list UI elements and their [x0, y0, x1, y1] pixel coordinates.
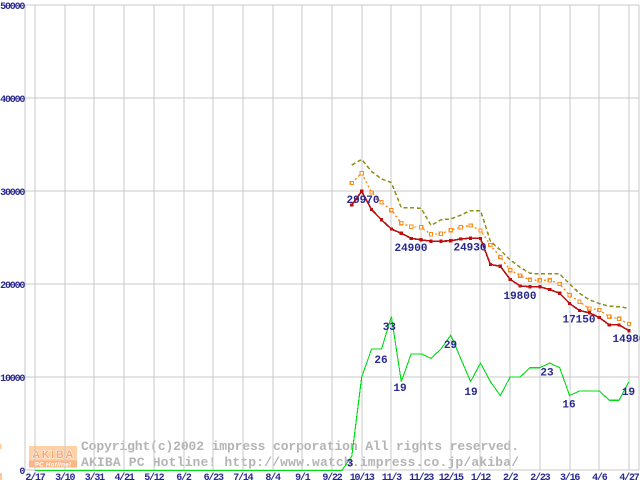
svg-text:3/10: 3/10	[55, 472, 75, 480]
svg-text:2/17: 2/17	[25, 472, 45, 480]
svg-text:2/2: 2/2	[503, 472, 519, 480]
svg-text:1/12: 1/12	[471, 472, 491, 480]
svg-text:7/14: 7/14	[233, 472, 253, 480]
svg-text:20000: 20000	[0, 281, 25, 292]
svg-text:12/15: 12/15	[439, 472, 464, 480]
svg-text:4/21: 4/21	[114, 472, 134, 480]
svg-text:26: 26	[374, 355, 387, 367]
svg-text:8/4: 8/4	[265, 472, 281, 480]
svg-text:16: 16	[562, 400, 575, 412]
svg-text:11/3: 11/3	[382, 472, 402, 480]
svg-text:4/27: 4/27	[619, 472, 639, 480]
svg-text:9/22: 9/22	[322, 472, 342, 480]
svg-text:19: 19	[393, 383, 406, 395]
svg-text:6/2: 6/2	[176, 472, 192, 480]
svg-text:0: 0	[19, 467, 25, 478]
svg-text:AKIBA PC Hotline! http://www.: AKIBA PC Hotline! http://www.watch.impre…	[82, 456, 520, 471]
svg-text:Copyright(c)2002 impress corpo: Copyright(c)2002 impress corporation All…	[81, 439, 519, 454]
svg-text:50000: 50000	[0, 2, 25, 13]
svg-text:Copyright(c)2002 impress corpo: Copyright(c)2002 impress corporation All…	[82, 440, 520, 455]
svg-text:19: 19	[464, 387, 477, 399]
svg-text:24900: 24900	[394, 243, 427, 255]
svg-text:PC Hotline!: PC Hotline!	[35, 461, 72, 468]
svg-text:6/23: 6/23	[204, 472, 224, 480]
svg-text:5/12: 5/12	[144, 472, 164, 480]
svg-text:10/13: 10/13	[350, 472, 375, 480]
svg-text:2/23: 2/23	[530, 472, 550, 480]
svg-text:30000: 30000	[0, 188, 25, 199]
svg-text:14980: 14980	[613, 334, 640, 346]
svg-text:23: 23	[540, 368, 554, 380]
svg-text:19: 19	[622, 387, 635, 399]
svg-text:40000: 40000	[0, 95, 25, 106]
svg-text:3: 3	[347, 459, 354, 471]
svg-text:4/6: 4/6	[592, 472, 608, 480]
svg-text:11/23: 11/23	[409, 472, 434, 480]
svg-text:33: 33	[383, 322, 397, 334]
svg-text:10000: 10000	[0, 374, 25, 385]
svg-text:19800: 19800	[503, 291, 536, 303]
svg-text:17150: 17150	[562, 315, 595, 327]
svg-text:24930: 24930	[453, 243, 486, 255]
svg-text:AKIBA: AKIBA	[32, 449, 75, 461]
svg-text:29: 29	[444, 340, 457, 352]
svg-text:AKIBA PC Hotline! http://www.: AKIBA PC Hotline! http://www.watch.impre…	[81, 455, 519, 470]
svg-text:29970: 29970	[346, 195, 379, 207]
svg-text:9/1: 9/1	[295, 472, 311, 480]
svg-text:3/31: 3/31	[85, 472, 105, 480]
svg-text:3/16: 3/16	[560, 472, 580, 480]
